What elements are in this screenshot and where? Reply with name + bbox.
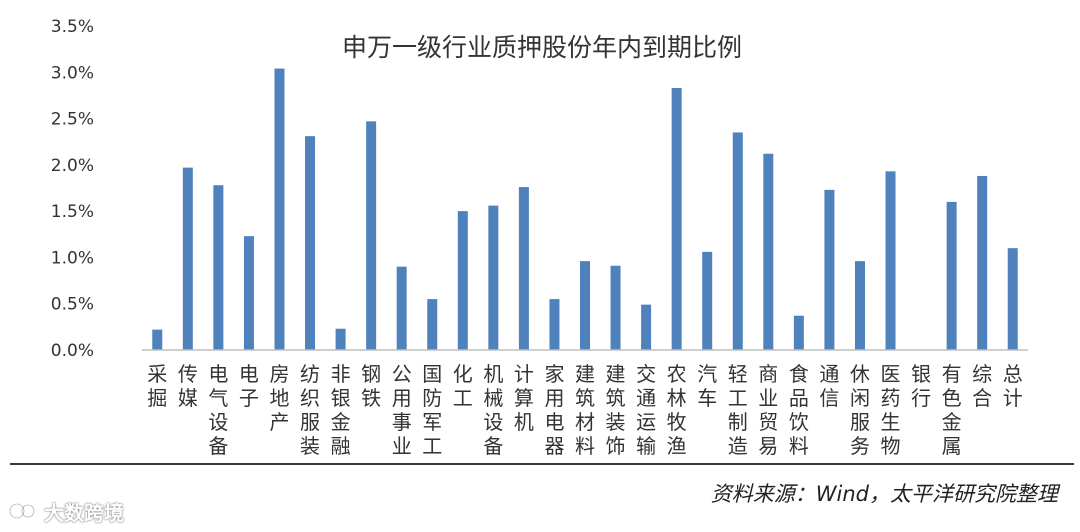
- watermark: 大数跨境: [8, 496, 124, 526]
- bar: [243, 236, 254, 350]
- bar: [854, 261, 865, 350]
- x-tick-label: 家用电器: [544, 362, 564, 458]
- bar: [305, 136, 316, 350]
- x-tick-label: 建筑材料: [575, 362, 595, 458]
- y-tick-label: 1.5%: [51, 202, 94, 222]
- footer-divider: [10, 463, 1074, 465]
- x-tick-label: 建筑装饰: [606, 362, 626, 458]
- x-tick-label: 计算机: [514, 362, 534, 434]
- bar: [824, 189, 835, 350]
- bar: [274, 68, 285, 350]
- bar: [977, 175, 988, 350]
- bar: [1007, 248, 1018, 350]
- bar: [671, 88, 682, 350]
- bar: [610, 265, 621, 350]
- x-tick-label: 钢铁: [361, 362, 381, 410]
- bar: [580, 261, 590, 350]
- chart-title: 申万一级行业质押股份年内到期比例: [342, 33, 742, 62]
- source-note: 资料来源：Wind，太平洋研究院整理: [710, 482, 1058, 506]
- watermark-text: 大数跨境: [44, 500, 124, 525]
- x-tick-label: 非银金融: [331, 362, 351, 458]
- x-tick-label: 农林牧渔: [667, 362, 687, 458]
- y-tick-label: 0.5%: [51, 295, 94, 315]
- bar: [946, 201, 957, 350]
- bar: [488, 205, 499, 350]
- y-tick-label: 3.5%: [51, 17, 94, 37]
- bar: [702, 251, 713, 350]
- x-tick-label: 休闲服务: [850, 362, 870, 458]
- x-tick-label: 汽车: [697, 362, 717, 410]
- x-tick-label: 电气设备: [208, 362, 228, 458]
- bar: [793, 315, 804, 350]
- x-tick-label: 国防军工: [422, 362, 442, 458]
- y-tick-label: 1.0%: [51, 248, 94, 268]
- x-tick-label: 机械设备: [483, 362, 503, 458]
- bar-series: [152, 68, 1018, 350]
- x-tick-label: 传媒: [178, 362, 198, 410]
- bar: [518, 187, 529, 350]
- watermark-logo-icon: [8, 499, 38, 523]
- bar: [335, 328, 346, 350]
- bar: [427, 299, 438, 350]
- y-tick-label: 2.5%: [51, 110, 94, 130]
- bar: [732, 132, 743, 350]
- x-tick-label: 公用事业: [392, 362, 412, 458]
- bar: [366, 121, 377, 350]
- bar: [182, 167, 193, 350]
- x-tick-label: 总计: [1003, 362, 1023, 410]
- bar: [763, 153, 774, 350]
- x-tick-label: 医药生物: [881, 362, 901, 458]
- bar: [641, 304, 652, 350]
- x-tick-label: 通信: [819, 362, 839, 410]
- x-tick-label: 化工: [453, 362, 473, 410]
- x-tick-label: 有色金属: [942, 362, 962, 458]
- bar: [549, 299, 560, 350]
- y-tick-label: 0.0%: [51, 341, 94, 361]
- y-tick-label: 2.0%: [51, 156, 94, 176]
- x-tick-label: 房地产: [269, 362, 289, 434]
- x-tick-label: 轻工制造: [728, 362, 748, 458]
- x-tick-label: 商业贸易: [758, 362, 778, 458]
- x-tick-label: 电子: [239, 362, 259, 410]
- bar: [152, 329, 163, 350]
- x-tick-label: 银行: [911, 362, 931, 410]
- x-tick-label: 采掘: [147, 362, 167, 410]
- bar: [213, 185, 224, 350]
- x-tick-label: 综合: [972, 362, 992, 410]
- x-tick-label: 交通运输: [636, 362, 656, 458]
- x-tick-label: 食品饮料: [789, 362, 809, 458]
- bar: [396, 266, 407, 350]
- x-axis-labels: 采掘传媒电气设备电子房地产纺织服装非银金融钢铁公用事业国防军工化工机械设备计算机…: [147, 362, 1022, 458]
- bar: [457, 211, 468, 350]
- x-tick-label: 纺织服装: [300, 362, 320, 458]
- bar: [885, 171, 896, 350]
- y-axis: 0.0% 0.5% 1.0% 1.5% 2.0% 2.5% 3.0% 3.5%: [51, 17, 94, 361]
- y-tick-label: 3.0%: [51, 63, 94, 83]
